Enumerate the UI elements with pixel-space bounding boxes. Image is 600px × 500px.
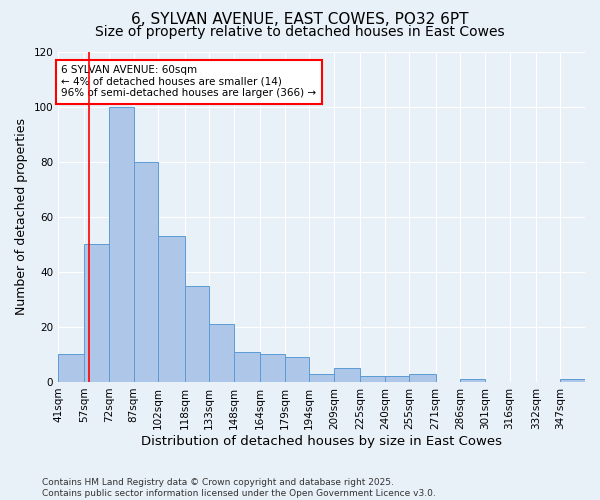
Bar	[284, 357, 309, 382]
Bar	[385, 376, 409, 382]
Bar	[460, 379, 485, 382]
Bar	[234, 352, 260, 382]
Bar	[85, 244, 109, 382]
Bar	[58, 354, 85, 382]
Bar	[360, 376, 385, 382]
Bar	[209, 324, 234, 382]
X-axis label: Distribution of detached houses by size in East Cowes: Distribution of detached houses by size …	[141, 434, 502, 448]
Y-axis label: Number of detached properties: Number of detached properties	[15, 118, 28, 315]
Text: 6 SYLVAN AVENUE: 60sqm
← 4% of detached houses are smaller (14)
96% of semi-deta: 6 SYLVAN AVENUE: 60sqm ← 4% of detached …	[61, 66, 317, 98]
Bar	[158, 236, 185, 382]
Bar	[309, 374, 334, 382]
Text: 6, SYLVAN AVENUE, EAST COWES, PO32 6PT: 6, SYLVAN AVENUE, EAST COWES, PO32 6PT	[131, 12, 469, 28]
Bar	[109, 106, 134, 382]
Bar	[334, 368, 360, 382]
Bar	[185, 286, 209, 382]
Bar	[560, 379, 585, 382]
Text: Contains HM Land Registry data © Crown copyright and database right 2025.
Contai: Contains HM Land Registry data © Crown c…	[42, 478, 436, 498]
Bar	[134, 162, 158, 382]
Text: Size of property relative to detached houses in East Cowes: Size of property relative to detached ho…	[95, 25, 505, 39]
Bar	[260, 354, 284, 382]
Bar	[409, 374, 436, 382]
